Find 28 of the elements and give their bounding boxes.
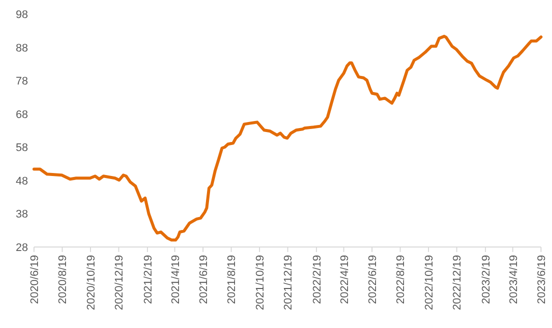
x-tick-label: 2021/10/19 <box>254 255 266 310</box>
x-tick-label: 2023/2/19 <box>480 255 492 304</box>
y-tick-label: 48 <box>16 175 28 188</box>
x-tick-label: 2021/12/19 <box>282 255 295 310</box>
x-tick-label: 2020/6/19 <box>29 255 41 304</box>
x-tick-label: 2022/2/19 <box>311 255 324 304</box>
x-tick-label: 2022/8/19 <box>395 255 408 304</box>
y-tick-label: 28 <box>16 242 28 254</box>
x-tick-label: 2021/8/19 <box>226 255 238 304</box>
y-tick-label: 78 <box>16 76 28 88</box>
x-tick-label: 2020/10/19 <box>85 255 98 310</box>
x-tick-label: 2023/6/19 <box>536 255 548 304</box>
x-tick-label: 2022/6/19 <box>367 255 379 304</box>
x-tick-label: 2022/12/19 <box>452 255 464 310</box>
y-tick-label: 98 <box>16 9 28 21</box>
line-series <box>32 34 542 242</box>
y-tick-label: 68 <box>16 108 28 121</box>
x-tick-label: 2020/12/19 <box>114 255 126 310</box>
x-tick-label: 2021/2/19 <box>142 255 154 304</box>
y-tick-label: 58 <box>16 142 28 154</box>
x-tick-label: 2022/10/19 <box>423 255 436 310</box>
x-tick-label: 2022/4/19 <box>338 255 351 304</box>
x-tick-label: 2023/4/19 <box>508 255 520 304</box>
x-tick-label: 2020/8/19 <box>57 255 70 304</box>
y-tick-label: 38 <box>16 208 28 221</box>
x-tick-label: 2021/4/19 <box>170 255 182 304</box>
y-tick-label: 88 <box>16 42 28 54</box>
x-tick-label: 2021/6/19 <box>198 255 210 304</box>
